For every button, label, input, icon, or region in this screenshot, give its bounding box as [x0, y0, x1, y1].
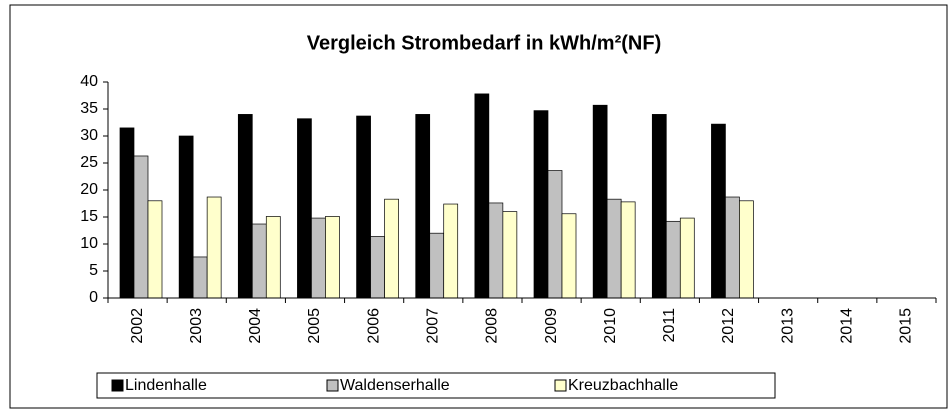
y-tick-label: 15 [80, 208, 98, 225]
bar [474, 93, 490, 299]
bar [147, 200, 163, 299]
x-tick-label: 2011 [661, 308, 678, 343]
bar [297, 118, 312, 299]
bar [725, 196, 740, 299]
legend-label: Lindenhalle [125, 377, 207, 394]
y-tick-label: 25 [80, 154, 98, 171]
bar [488, 202, 504, 299]
bar [739, 200, 754, 299]
bar [533, 110, 549, 299]
bar [561, 213, 577, 299]
x-tick-label: 2006 [365, 308, 382, 344]
x-tick-label: 2009 [543, 308, 560, 344]
bar [711, 123, 726, 299]
x-tick-label: 2015 [898, 308, 915, 344]
bar [679, 217, 695, 299]
x-tick-label: 2012 [720, 308, 737, 344]
bar [443, 203, 459, 299]
x-tick-label: 2008 [484, 308, 501, 344]
bar [620, 201, 636, 299]
x-tick-label: 2007 [425, 308, 442, 344]
x-tick-label: 2010 [602, 308, 619, 344]
y-tick-label: 30 [80, 127, 98, 144]
y-tick-label: 0 [89, 289, 98, 306]
y-tick-label: 5 [89, 262, 98, 279]
bar [251, 223, 267, 299]
bar [592, 104, 608, 299]
bar [415, 114, 431, 299]
x-tick-label: 2002 [129, 308, 146, 344]
y-tick-label: 40 [80, 73, 98, 90]
x-tick-label: 2003 [188, 308, 205, 344]
legend-swatch [554, 379, 567, 392]
x-tick-label: 2004 [247, 308, 264, 344]
bar [178, 135, 194, 299]
chart-title: Vergleich Strombedarf in kWh/m²(NF) [307, 32, 661, 54]
bar [311, 217, 326, 299]
bar [119, 127, 135, 299]
bar [606, 198, 622, 299]
bar [206, 196, 222, 299]
bar [665, 220, 681, 299]
y-tick-label: 20 [80, 181, 98, 198]
bar [651, 114, 667, 299]
legend-swatch [326, 379, 339, 392]
bar [370, 236, 385, 299]
legend-swatch [111, 379, 124, 392]
x-tick-label: 2005 [306, 308, 323, 344]
bar [356, 115, 371, 299]
legend-label: Waldenserhalle [340, 377, 450, 394]
y-tick-label: 10 [80, 235, 98, 252]
x-tick-label: 2013 [779, 308, 796, 344]
bar [429, 232, 445, 299]
bar [133, 155, 149, 299]
legend-box [96, 372, 776, 399]
y-tick-label: 35 [80, 100, 98, 117]
legend-label: Kreuzbachhalle [568, 377, 678, 394]
bar [547, 170, 563, 299]
x-tick-label: 2014 [839, 308, 856, 344]
bar [325, 216, 340, 299]
bar [384, 198, 399, 299]
bar [502, 211, 518, 299]
bar [237, 114, 253, 299]
bar [265, 216, 281, 299]
bar [192, 256, 208, 299]
